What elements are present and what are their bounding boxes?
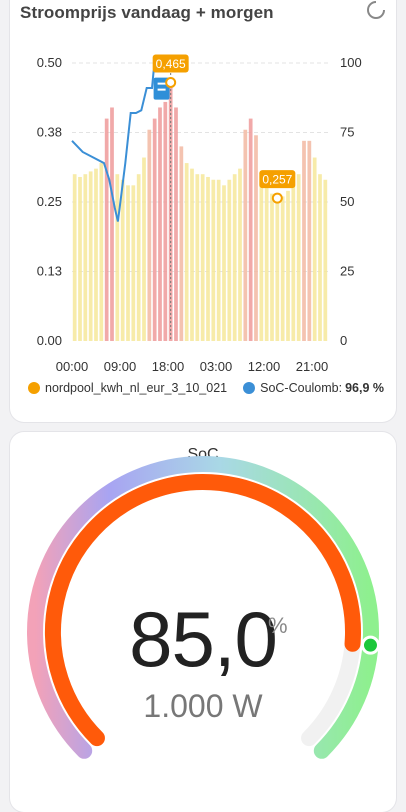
legend-dot-soc <box>243 382 256 394</box>
price-bar <box>254 135 258 341</box>
legend-dot-price <box>28 382 40 394</box>
price-bar <box>88 171 93 341</box>
y-tick-left: 0.25 <box>37 194 62 209</box>
x-tick: 12:00 <box>248 359 281 374</box>
gauge-value-arc <box>45 474 361 747</box>
price-bar <box>259 174 264 341</box>
x-tick: 03:00 <box>200 359 233 374</box>
soc-gauge-card: SoC 85,0 % 1.000 W <box>10 432 396 812</box>
price-bar <box>275 198 280 341</box>
price-bar <box>152 118 157 341</box>
price-bar <box>291 185 296 341</box>
price-bar <box>99 163 104 341</box>
legend-label-price: nordpool_kwh_nl_eur_3_10_021 <box>45 381 228 395</box>
price-bar <box>142 157 146 341</box>
price-bar <box>227 179 232 341</box>
annotation-label: 0,257 <box>262 173 292 187</box>
price-bar <box>318 174 322 341</box>
price-bar <box>115 174 120 341</box>
card-title: Stroomprijs vandaag + morgen <box>20 3 274 22</box>
price-bar <box>286 190 290 341</box>
legend-value-soc: 96,9 % <box>345 381 385 395</box>
y-tick-right: 50 <box>340 194 354 209</box>
price-bar <box>110 107 114 341</box>
price-bar <box>158 107 162 341</box>
price-bar <box>248 118 253 341</box>
price-bar <box>120 179 125 341</box>
gauge-value: 85,0 <box>129 595 278 683</box>
annotation-box <box>152 54 189 73</box>
refresh-icon[interactable] <box>366 0 386 20</box>
price-bar <box>78 176 82 341</box>
annotation-label: 0,465 <box>156 57 186 71</box>
price-bar <box>216 179 221 341</box>
price-bar <box>190 168 194 341</box>
price-bar <box>131 185 136 341</box>
price-bar <box>72 174 77 341</box>
price-bar <box>126 185 130 341</box>
y-tick-left: 0.00 <box>37 333 62 348</box>
price-bar <box>179 146 184 341</box>
soc-gauge <box>27 456 380 759</box>
gauge-indicator <box>360 635 380 655</box>
legend-item-price[interactable]: nordpool_kwh_nl_eur_3_10_021 <box>28 381 227 395</box>
x-tick: 00:00 <box>56 359 89 374</box>
price-bar <box>243 129 248 341</box>
price-bar <box>184 163 189 341</box>
y-tick-right: 0 <box>340 333 347 348</box>
gauge-unit: % <box>268 613 288 638</box>
price-bar <box>136 174 141 341</box>
price-bar <box>312 157 317 341</box>
price-bar <box>323 179 328 341</box>
x-tick: 18:00 <box>152 359 185 374</box>
legend-label-soc: SoC-Coulomb <box>260 381 339 395</box>
price-bar <box>222 185 226 341</box>
y-tick-left: 0.13 <box>37 264 62 279</box>
price-bar <box>104 118 109 341</box>
price-bar <box>83 174 88 341</box>
battery-flow-icon-lines <box>157 82 166 91</box>
price-bar <box>264 185 269 341</box>
gauge-power: 1.000 W <box>143 688 263 724</box>
price-bar <box>238 168 242 341</box>
x-tick: 09:00 <box>104 359 137 374</box>
price-bar <box>163 101 168 341</box>
price-bar <box>168 82 173 342</box>
price-chart-card: Stroomprijs vandaag + morgen 0.00 0.13 0.2… <box>10 0 396 422</box>
price-bar <box>174 107 178 341</box>
price-bar <box>280 196 285 341</box>
chart-legend: nordpool_kwh_nl_eur_3_10_021 SoC-Coulomb… <box>28 381 388 395</box>
price-bar <box>232 174 237 341</box>
price-bar <box>200 174 205 341</box>
y-tick-right: 100 <box>340 55 362 70</box>
price-bar <box>147 129 152 341</box>
price-bar <box>302 140 306 341</box>
price-bar <box>296 174 301 341</box>
price-bar <box>94 168 98 341</box>
y-tick-left: 0.50 <box>37 55 62 70</box>
price-bar <box>270 193 274 341</box>
annotation-box <box>259 170 296 189</box>
price-bar <box>206 176 210 341</box>
y-tick-right: 75 <box>340 125 354 140</box>
soc-line <box>71 70 162 222</box>
x-tick: 21:00 <box>296 359 329 374</box>
y-tick-right: 25 <box>340 264 354 279</box>
price-bar <box>307 140 312 341</box>
price-bar <box>211 179 216 341</box>
price-chart[interactable]: 0.00 0.13 0.25 0.38 0.50 0 25 50 75 100 0,465 0,257… <box>10 0 396 422</box>
legend-item-soc[interactable]: SoC-Coulomb: 96,9 % <box>243 381 384 395</box>
annotation-point <box>165 76 177 88</box>
annotation-point <box>271 192 283 204</box>
price-bar <box>195 174 200 341</box>
y-tick-left: 0.38 <box>37 125 62 140</box>
